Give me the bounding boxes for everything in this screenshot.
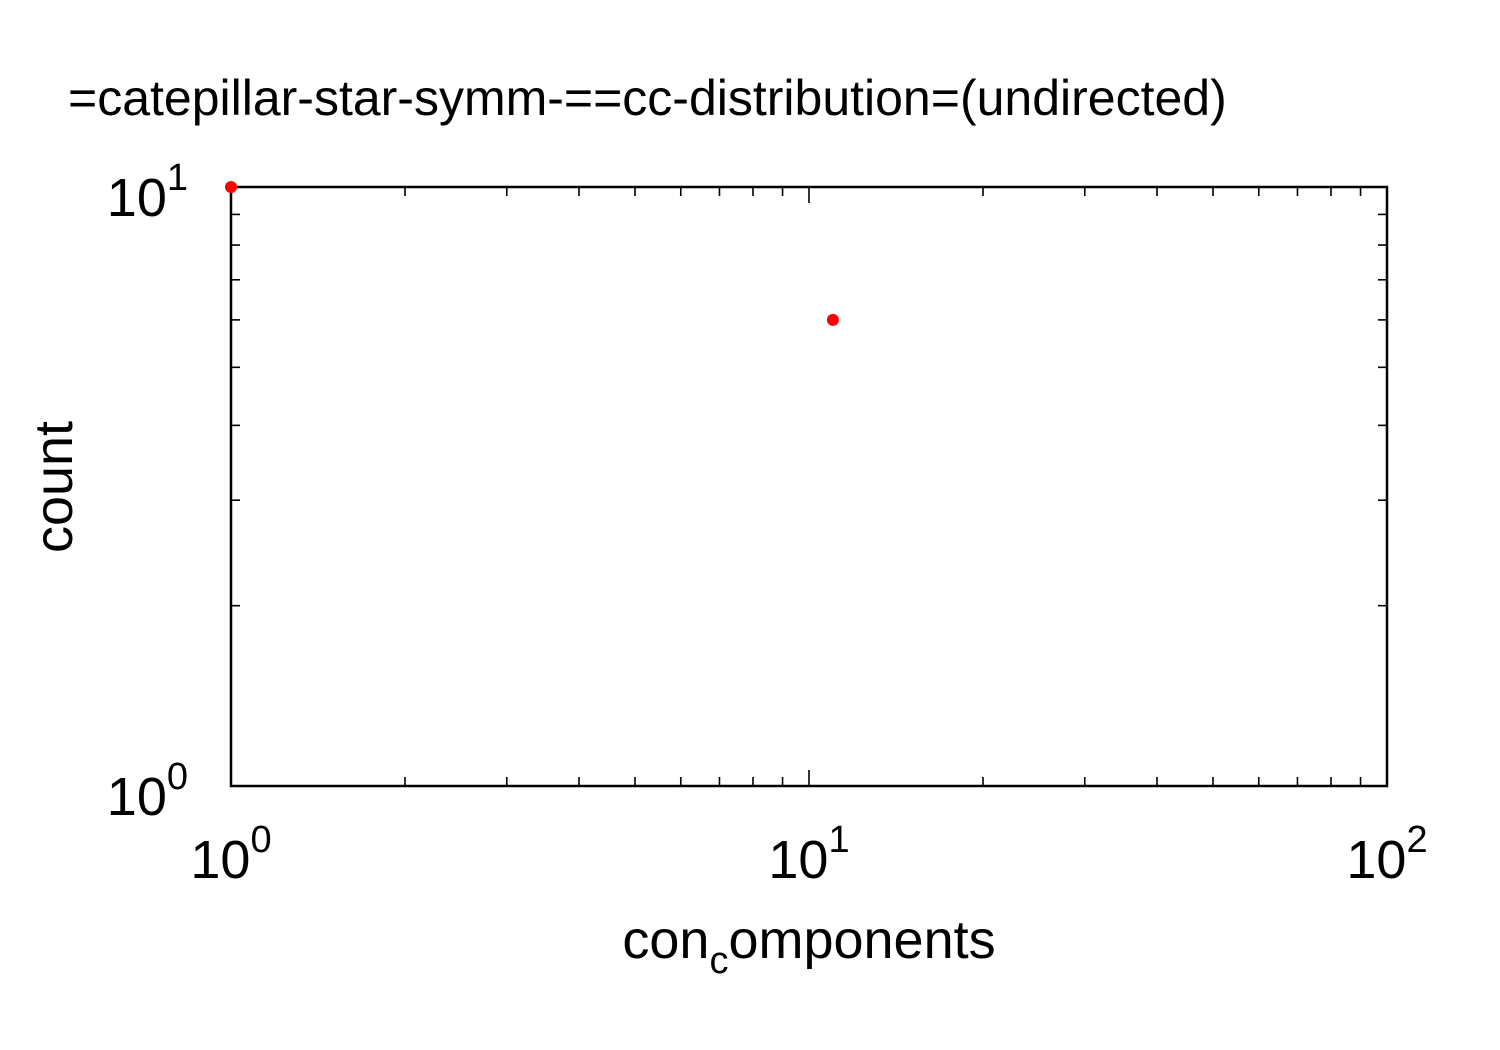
data-point — [225, 181, 237, 193]
minor-ticks — [231, 187, 1387, 786]
y-tick-label: 101 — [107, 157, 188, 228]
plot-frame — [229, 185, 1389, 788]
x-tick-label: 102 — [1346, 819, 1427, 890]
data-points — [225, 181, 839, 326]
plot-area: 100 101 102 100 101 — [107, 157, 1428, 890]
x-axis-ticks: 100 101 102 — [190, 187, 1428, 890]
x-axis-label: concomponents — [622, 910, 995, 982]
x-tick-label: 101 — [768, 819, 849, 890]
x-tick-label: 100 — [190, 819, 271, 890]
chart-title: =catepillar-star-symm-==cc-distribution=… — [68, 70, 1227, 126]
y-axis-label: count — [24, 421, 84, 553]
y-tick-label: 100 — [107, 756, 188, 827]
y-axis-ticks: 100 101 — [107, 157, 1387, 827]
data-point — [826, 313, 839, 326]
